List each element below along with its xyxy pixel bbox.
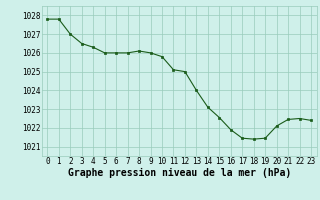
X-axis label: Graphe pression niveau de la mer (hPa): Graphe pression niveau de la mer (hPa): [68, 168, 291, 178]
